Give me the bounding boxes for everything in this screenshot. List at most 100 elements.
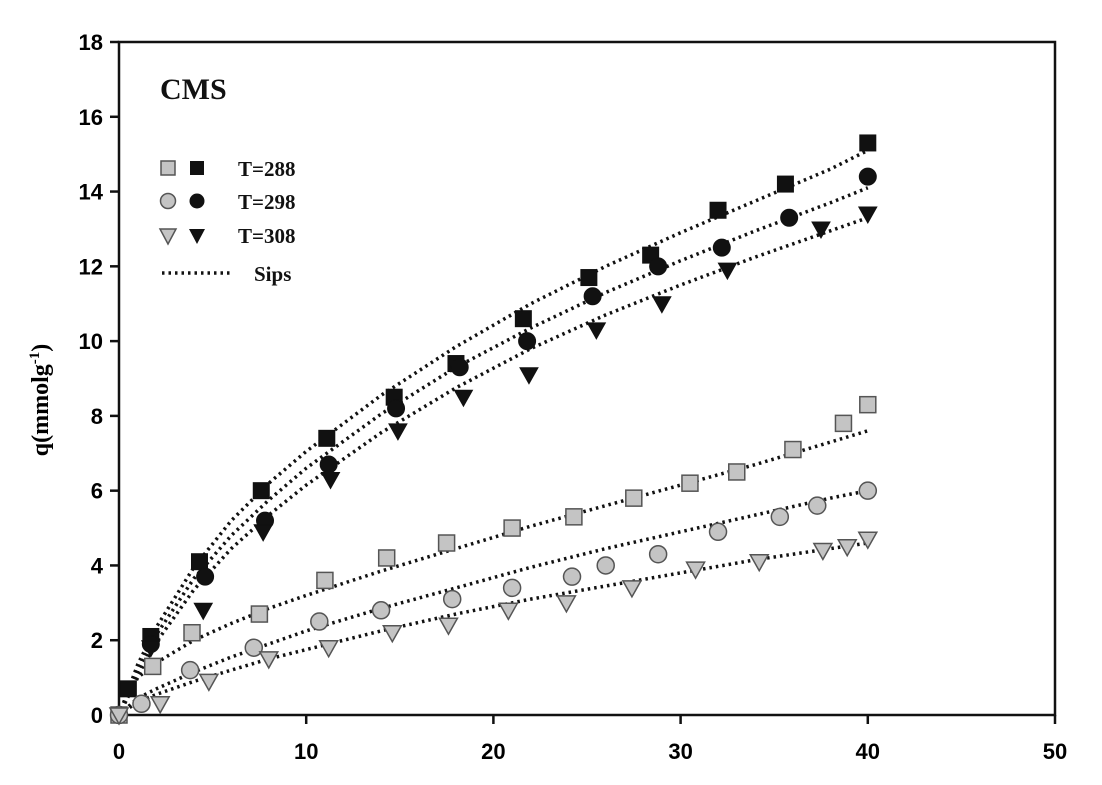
- legend-open-triangle-marker: [158, 228, 178, 246]
- data-point-triangle: [748, 553, 770, 573]
- data-point-square: [503, 519, 521, 537]
- data-points: [108, 134, 879, 726]
- legend-filled-circle-marker: [189, 193, 205, 209]
- data-point-triangle: [198, 673, 220, 692]
- data-point-circle: [196, 567, 215, 586]
- data-point-circle: [319, 455, 338, 474]
- data-point-square: [580, 269, 598, 287]
- data-point-triangle: [685, 561, 706, 580]
- y-tick-label: 14: [79, 180, 104, 205]
- data-point-triangle: [652, 296, 672, 314]
- data-point-triangle: [621, 580, 643, 599]
- y-tick-label: 8: [91, 404, 103, 429]
- data-point-circle: [132, 694, 151, 714]
- legend: T=288 T=298 T=308 Sips: [158, 157, 295, 286]
- data-point-circle: [502, 578, 522, 598]
- data-point-triangle: [140, 640, 161, 658]
- y-axis-label-close: ): [28, 344, 54, 352]
- data-point-square: [119, 680, 137, 698]
- data-point-square: [437, 534, 456, 552]
- legend-label-298: T=298: [238, 190, 295, 214]
- data-point-circle: [180, 660, 200, 680]
- x-tick-label: 50: [1043, 739, 1067, 764]
- sips-fit-line: [117, 216, 869, 716]
- legend-label-288: T=288: [238, 157, 295, 181]
- data-point-triangle: [811, 221, 831, 239]
- data-point-circle: [596, 556, 615, 575]
- data-point-square: [565, 508, 583, 526]
- sips-fit-line: [117, 488, 869, 717]
- y-tick-label: 2: [91, 628, 103, 653]
- data-point-circle: [712, 238, 731, 257]
- data-point-square: [625, 489, 643, 507]
- data-point-triangle: [193, 602, 214, 621]
- data-point-triangle: [836, 539, 858, 558]
- legend-filled-square-marker: [190, 161, 204, 175]
- data-point-square: [252, 482, 270, 500]
- data-point-circle: [858, 481, 878, 500]
- data-point-triangle: [498, 602, 519, 621]
- data-point-triangle: [717, 262, 738, 281]
- legend-entry-308: T=308: [158, 224, 295, 248]
- data-point-circle: [450, 358, 469, 377]
- legend-filled-triangle-marker: [189, 229, 205, 244]
- data-point-square: [190, 553, 208, 571]
- y-tick-label: 6: [91, 479, 103, 504]
- data-point-square: [859, 395, 877, 414]
- data-point-triangle: [812, 542, 834, 562]
- data-point-square: [859, 134, 877, 152]
- data-point-square: [377, 549, 396, 567]
- data-point-triangle: [556, 595, 577, 614]
- sips-fit-line: [117, 429, 869, 716]
- data-point-square: [709, 201, 727, 219]
- y-tick-label: 0: [91, 703, 103, 728]
- legend-open-square-marker: [160, 160, 176, 176]
- data-point-circle: [770, 507, 790, 527]
- data-point-triangle: [108, 707, 130, 726]
- data-point-triangle: [388, 423, 408, 441]
- data-point-square: [834, 414, 853, 433]
- data-point-triangle: [149, 696, 171, 715]
- y-tick-label: 4: [91, 553, 104, 578]
- x-tick-label: 20: [481, 739, 505, 764]
- data-point-square: [316, 571, 334, 590]
- y-axis-label-main: q(mmolg: [28, 364, 54, 456]
- sips-fit-line: [117, 148, 869, 716]
- data-point-circle: [708, 522, 728, 542]
- data-point-square: [784, 440, 802, 459]
- legend-entry-298: T=298: [159, 190, 295, 214]
- data-point-circle: [858, 167, 877, 186]
- data-point-triangle: [857, 206, 878, 225]
- sips-fit-lines: [117, 148, 869, 717]
- y-axis-label-sup: -1: [27, 352, 43, 365]
- x-tick-label: 40: [856, 739, 880, 764]
- data-point-triangle: [857, 531, 879, 550]
- data-point-square: [318, 429, 336, 447]
- legend-entry-sips: Sips: [162, 262, 291, 286]
- data-point-triangle: [318, 639, 339, 659]
- data-point-circle: [562, 567, 582, 586]
- y-tick-label: 16: [79, 105, 103, 130]
- data-point-square: [143, 657, 162, 676]
- x-tick-label: 10: [294, 739, 318, 764]
- legend-label-308: T=308: [238, 224, 295, 248]
- data-point-triangle: [453, 389, 474, 408]
- data-point-triangle: [519, 367, 539, 385]
- y-tick-label: 18: [79, 30, 103, 55]
- y-axis-label: q(mmolg-1): [27, 344, 54, 457]
- data-point-circle: [648, 544, 668, 564]
- data-point-square: [681, 474, 699, 492]
- data-point-triangle: [382, 624, 403, 644]
- legend-label-sips: Sips: [254, 262, 291, 286]
- data-point-square: [183, 623, 201, 642]
- data-point-circle: [780, 208, 799, 227]
- data-point-circle: [518, 332, 537, 351]
- y-axis: 0 2 4 6 8 10 12 14 16 18: [79, 30, 119, 728]
- panel-label: CMS: [160, 73, 227, 106]
- data-point-triangle: [320, 471, 341, 490]
- sips-fit-line: [117, 541, 869, 717]
- x-axis: 0 10 20 30 40 50: [113, 715, 1067, 764]
- x-tick-label: 0: [113, 739, 125, 764]
- data-point-triangle: [258, 651, 280, 670]
